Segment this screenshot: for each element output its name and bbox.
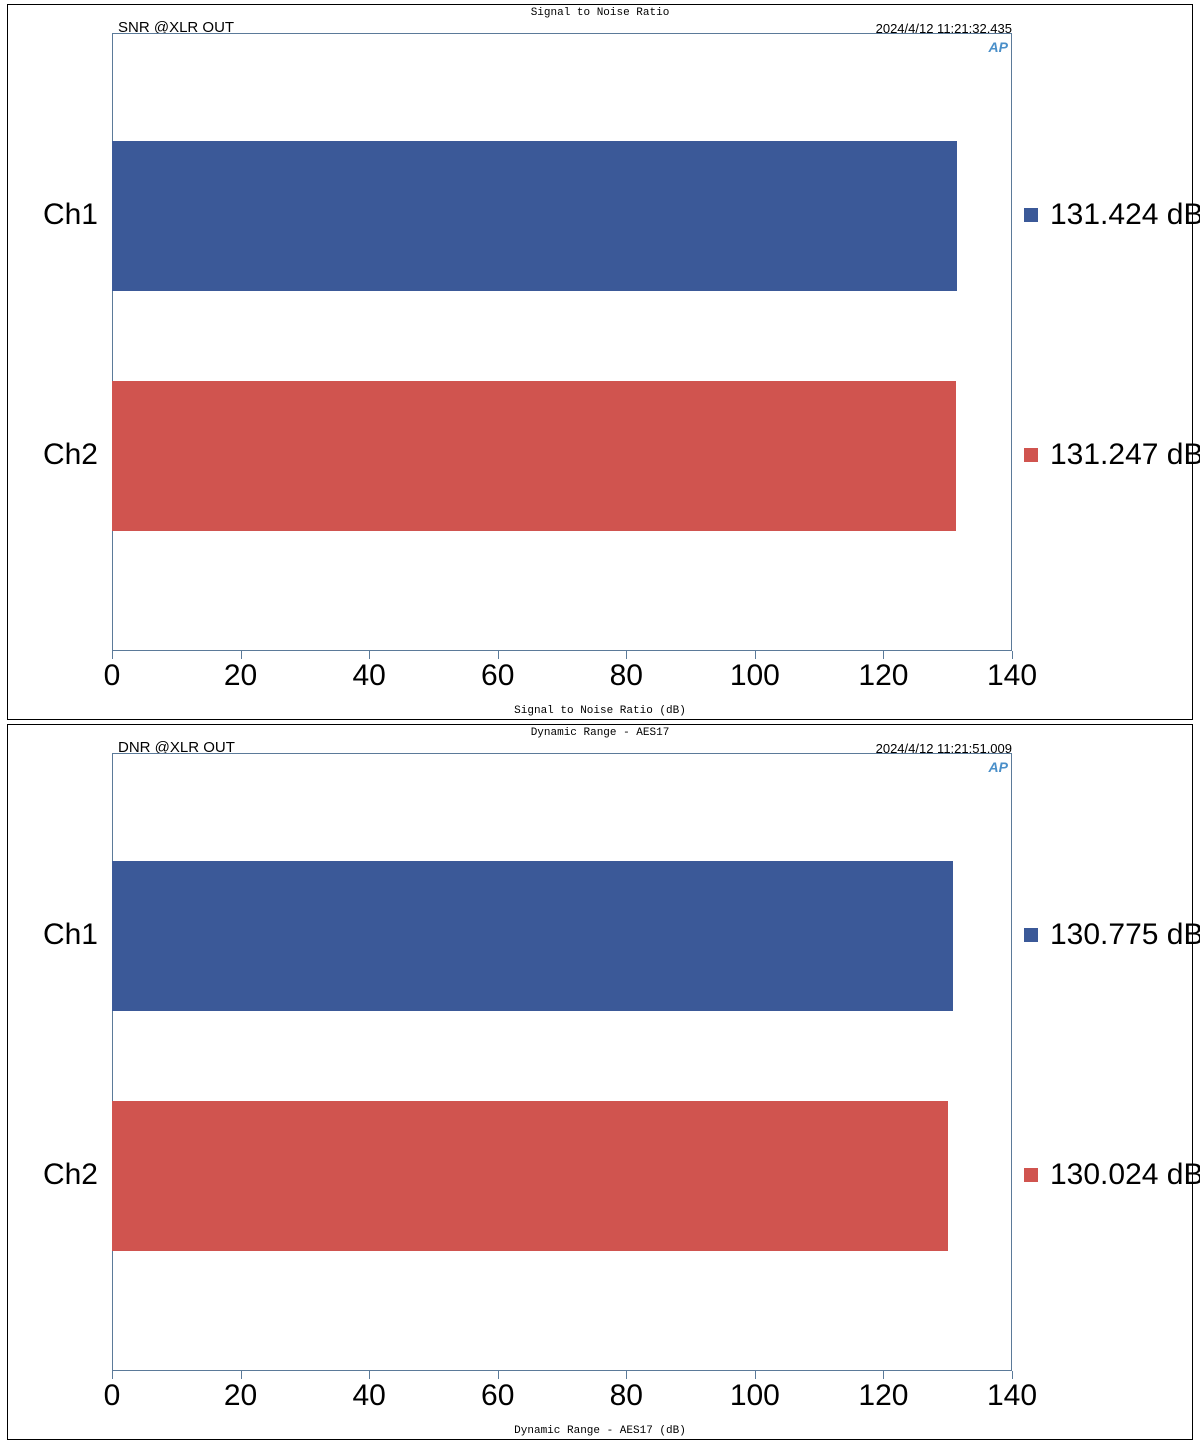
x-tick-label: 0	[104, 1379, 121, 1413]
legend-swatch-icon	[1024, 208, 1038, 222]
x-tick-label: 80	[610, 659, 643, 693]
x-tick-label: 120	[858, 659, 908, 693]
x-tick-label: 140	[987, 1379, 1037, 1413]
x-tick-mark	[498, 651, 499, 659]
y-label-ch1: Ch1	[38, 918, 98, 952]
y-label-ch2: Ch2	[38, 438, 98, 472]
x-tick-label: 140	[987, 659, 1037, 693]
x-tick-label: 60	[481, 659, 514, 693]
x-tick-mark	[241, 1371, 242, 1379]
legend-value: 130.775 dB	[1050, 918, 1200, 952]
x-tick-label: 40	[352, 659, 385, 693]
x-axis-label: Signal to Noise Ratio (dB)	[514, 705, 686, 717]
x-tick-mark	[369, 1371, 370, 1379]
legend-swatch-icon	[1024, 928, 1038, 942]
bar-ch1	[112, 141, 957, 291]
x-tick-mark	[626, 651, 627, 659]
legend-value: 131.424 dB	[1050, 198, 1200, 232]
legend-swatch-icon	[1024, 1168, 1038, 1182]
y-label-ch1: Ch1	[38, 198, 98, 232]
x-tick-label: 100	[730, 659, 780, 693]
x-tick-mark	[883, 651, 884, 659]
bar-ch1	[112, 861, 953, 1011]
x-tick-label: 40	[352, 1379, 385, 1413]
x-tick-label: 0	[104, 659, 121, 693]
legend-item-ch2: 130.024 dB	[1024, 1158, 1200, 1192]
x-tick-mark	[755, 1371, 756, 1379]
legend-item-ch1: 131.424 dB	[1024, 198, 1200, 232]
x-tick-mark	[369, 651, 370, 659]
legend-value: 130.024 dB	[1050, 1158, 1200, 1192]
bar-ch2	[112, 1101, 948, 1251]
y-label-ch2: Ch2	[38, 1158, 98, 1192]
x-tick-mark	[112, 651, 113, 659]
x-tick-mark	[883, 1371, 884, 1379]
legend-item-ch2: 131.247 dB	[1024, 438, 1200, 472]
legend-swatch-icon	[1024, 448, 1038, 462]
x-tick-mark	[112, 1371, 113, 1379]
bar-ch2	[112, 381, 956, 531]
x-tick-label: 120	[858, 1379, 908, 1413]
x-tick-mark	[498, 1371, 499, 1379]
x-tick-label: 20	[224, 1379, 257, 1413]
x-tick-mark	[1012, 651, 1013, 659]
x-tick-mark	[626, 1371, 627, 1379]
x-tick-mark	[755, 651, 756, 659]
x-tick-label: 20	[224, 659, 257, 693]
x-tick-mark	[1012, 1371, 1013, 1379]
chart-panel-1: Dynamic Range - AES17DNR @XLR OUT2024/4/…	[7, 724, 1193, 1440]
legend-item-ch1: 130.775 dB	[1024, 918, 1200, 952]
x-tick-label: 60	[481, 1379, 514, 1413]
x-tick-label: 80	[610, 1379, 643, 1413]
plot-border	[112, 753, 1012, 1371]
legend-value: 131.247 dB	[1050, 438, 1200, 472]
x-axis-label: Dynamic Range - AES17 (dB)	[514, 1425, 686, 1437]
x-tick-mark	[241, 651, 242, 659]
chart-header-title: Signal to Noise Ratio	[531, 7, 670, 19]
plot-border	[112, 33, 1012, 651]
chart-header-title: Dynamic Range - AES17	[531, 727, 670, 739]
chart-panel-0: Signal to Noise RatioSNR @XLR OUT2024/4/…	[7, 4, 1193, 720]
x-tick-label: 100	[730, 1379, 780, 1413]
